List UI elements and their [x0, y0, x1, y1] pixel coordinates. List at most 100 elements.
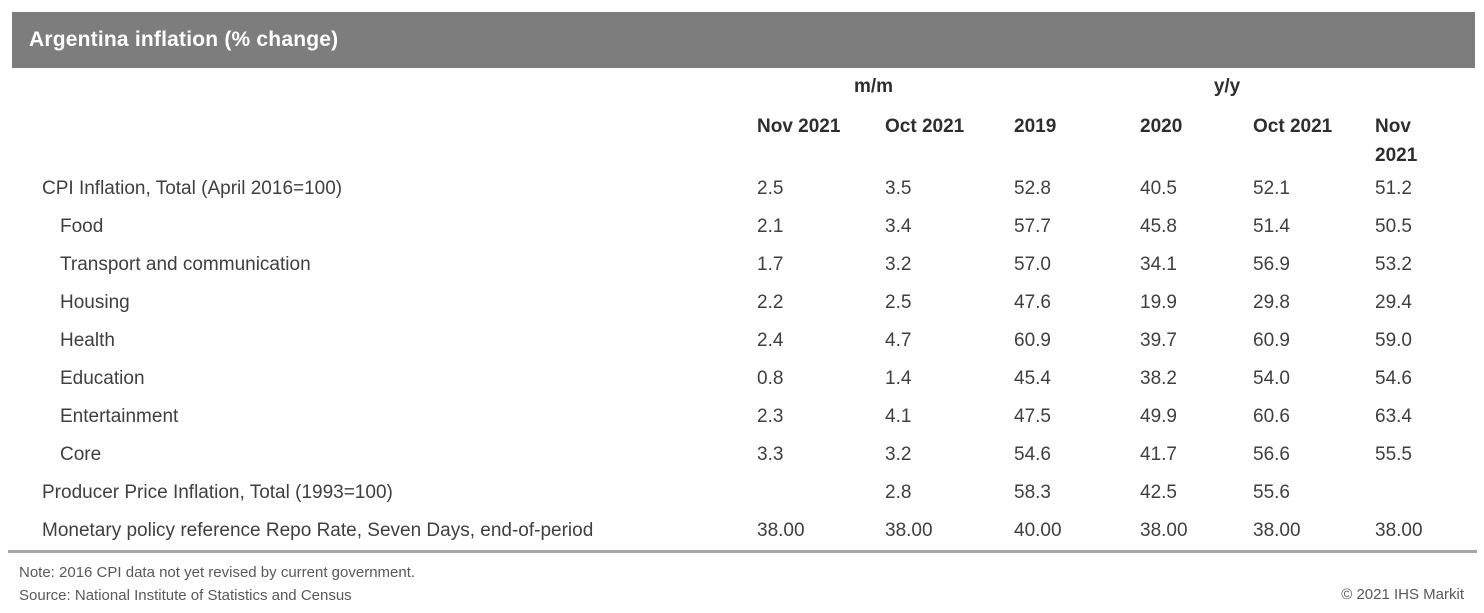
cell-value: 38.00: [757, 520, 805, 541]
row-label: Transport and communication: [60, 254, 311, 275]
cell-value: 40.00: [1014, 520, 1062, 541]
table-row: Housing 2.2 2.5 47.6 19.9 29.8 29.4: [12, 284, 1440, 322]
group-header-row: m/m y/y: [12, 72, 1440, 102]
group-header-yy: y/y: [1213, 76, 1241, 97]
cell-value: 63.4: [1375, 406, 1412, 427]
cell-value: 1.4: [885, 368, 912, 389]
cell-value: 38.00: [1253, 520, 1301, 541]
cell-value: 38.2: [1140, 368, 1177, 389]
cell-value: 55.6: [1253, 482, 1290, 503]
cell-value: 47.6: [1014, 292, 1051, 313]
copyright-text: © 2021 IHS Markit: [1341, 586, 1464, 603]
cell-value: 34.1: [1140, 254, 1177, 275]
table-row: Health 2.4 4.7 60.9 39.7 60.9 59.0: [12, 322, 1440, 360]
cell-value: 2.3: [757, 406, 784, 427]
cell-value: 38.00: [1375, 520, 1423, 541]
cell-value: 3.3: [757, 444, 784, 465]
cell-value: 60.6: [1253, 406, 1290, 427]
cell-value: 39.7: [1140, 330, 1177, 351]
cell-value: 2.2: [757, 292, 784, 313]
row-label: Education: [60, 368, 145, 389]
table-row: Monetary policy reference Repo Rate, Sev…: [12, 512, 1440, 550]
cell-value: 3.2: [885, 254, 912, 275]
column-header-nov2021-yy: Nov 2021: [1375, 102, 1440, 170]
table-row: Producer Price Inflation, Total (1993=10…: [12, 474, 1440, 512]
cell-value: 57.0: [1014, 254, 1051, 275]
row-label: Entertainment: [60, 406, 179, 427]
cell-value: 51.2: [1375, 178, 1412, 199]
cell-value: 58.3: [1014, 482, 1051, 503]
cell-value: 59.0: [1375, 330, 1412, 351]
row-label: Food: [60, 216, 104, 237]
page-title: Argentina inflation (% change): [29, 28, 339, 51]
cell-value: 29.4: [1375, 292, 1412, 313]
column-header-oct2021-yy: Oct 2021: [1253, 116, 1333, 137]
title-bar: Argentina inflation (% change): [12, 12, 1475, 68]
cell-value: 56.6: [1253, 444, 1290, 465]
cell-value: 60.9: [1014, 330, 1051, 351]
cell-value: 2.5: [757, 178, 784, 199]
group-header-mm: m/m: [853, 76, 894, 97]
cell-value: 0.8: [757, 368, 784, 389]
table-body: CPI Inflation, Total (April 2016=100) 2.5…: [12, 170, 1440, 550]
cell-value: 41.7: [1140, 444, 1177, 465]
column-header-nov2021-yy-label: Nov 2021: [1375, 116, 1418, 166]
table-row: Transport and communication 1.7 3.2 57.0 34.…: [12, 246, 1440, 284]
table-row: Core 3.3 3.2 54.6 41.7 56.6 55.5: [12, 436, 1440, 474]
cell-value: 52.8: [1014, 178, 1051, 199]
table-row: Education 0.8 1.4 45.4 38.2 54.0 54.6: [12, 360, 1440, 398]
cell-value: 42.5: [1140, 482, 1177, 503]
cell-value: 45.8: [1140, 216, 1177, 237]
cell-value: 3.4: [885, 216, 912, 237]
column-header-spacer: [12, 102, 757, 170]
cell-value: 38.00: [885, 520, 933, 541]
cell-value: 3.5: [885, 178, 912, 199]
cell-value: 54.6: [1375, 368, 1412, 389]
note-text: Note: 2016 CPI data not yet revised by c…: [19, 564, 416, 581]
cell-value: 2.4: [757, 330, 784, 351]
cell-value: 55.5: [1375, 444, 1412, 465]
cell-value: 4.7: [885, 330, 912, 351]
cell-value: 57.7: [1014, 216, 1051, 237]
row-label: Core: [60, 444, 102, 465]
cell-value: 60.9: [1253, 330, 1290, 351]
cell-value: 47.5: [1014, 406, 1051, 427]
cell-value: 52.1: [1253, 178, 1290, 199]
cell-value: [1375, 474, 1440, 512]
cell-value: 38.00: [1140, 520, 1188, 541]
row-label: Producer Price Inflation, Total (1993=10…: [42, 482, 393, 503]
cell-value: 56.9: [1253, 254, 1290, 275]
row-label: Monetary policy reference Repo Rate, Sev…: [42, 520, 594, 541]
group-header-spacer: [12, 72, 757, 102]
column-header-2019: 2019: [1014, 116, 1057, 137]
column-header-row: Nov 2021 Oct 2021 2019 2020 Oct 2021 Nov…: [12, 102, 1440, 170]
cell-value: 3.2: [885, 444, 912, 465]
cell-value: 40.5: [1140, 178, 1177, 199]
bottom-rule: [8, 550, 1477, 553]
cell-value: 51.4: [1253, 216, 1290, 237]
cell-value: 50.5: [1375, 216, 1412, 237]
column-header-2020: 2020: [1140, 116, 1183, 137]
column-header-oct2021-mm: Oct 2021: [885, 116, 965, 137]
cell-value: 4.1: [885, 406, 912, 427]
cell-value: 29.8: [1253, 292, 1290, 313]
source-text: Source: National Institute of Statistics…: [19, 587, 352, 604]
row-label: CPI Inflation, Total (April 2016=100): [42, 178, 343, 199]
cell-value: 45.4: [1014, 368, 1051, 389]
inflation-table: m/m y/y Nov 2021 Oct 2021 2019 2020 Oct …: [12, 72, 1440, 550]
cell-value: 2.1: [757, 216, 784, 237]
cell-value: 1.7: [757, 254, 784, 275]
cell-value: 19.9: [1140, 292, 1177, 313]
row-label: Health: [60, 330, 115, 351]
row-label: Housing: [60, 292, 130, 313]
cell-value: 54.0: [1253, 368, 1290, 389]
cell-value: [757, 474, 885, 512]
column-header-nov2021-mm: Nov 2021: [757, 116, 841, 137]
cell-value: 54.6: [1014, 444, 1051, 465]
cell-value: 2.8: [885, 482, 912, 503]
table-row: CPI Inflation, Total (April 2016=100) 2.5…: [12, 170, 1440, 208]
table-row: Food 2.1 3.4 57.7 45.8 51.4 50.5: [12, 208, 1440, 246]
cell-value: 2.5: [885, 292, 912, 313]
cell-value: 49.9: [1140, 406, 1177, 427]
